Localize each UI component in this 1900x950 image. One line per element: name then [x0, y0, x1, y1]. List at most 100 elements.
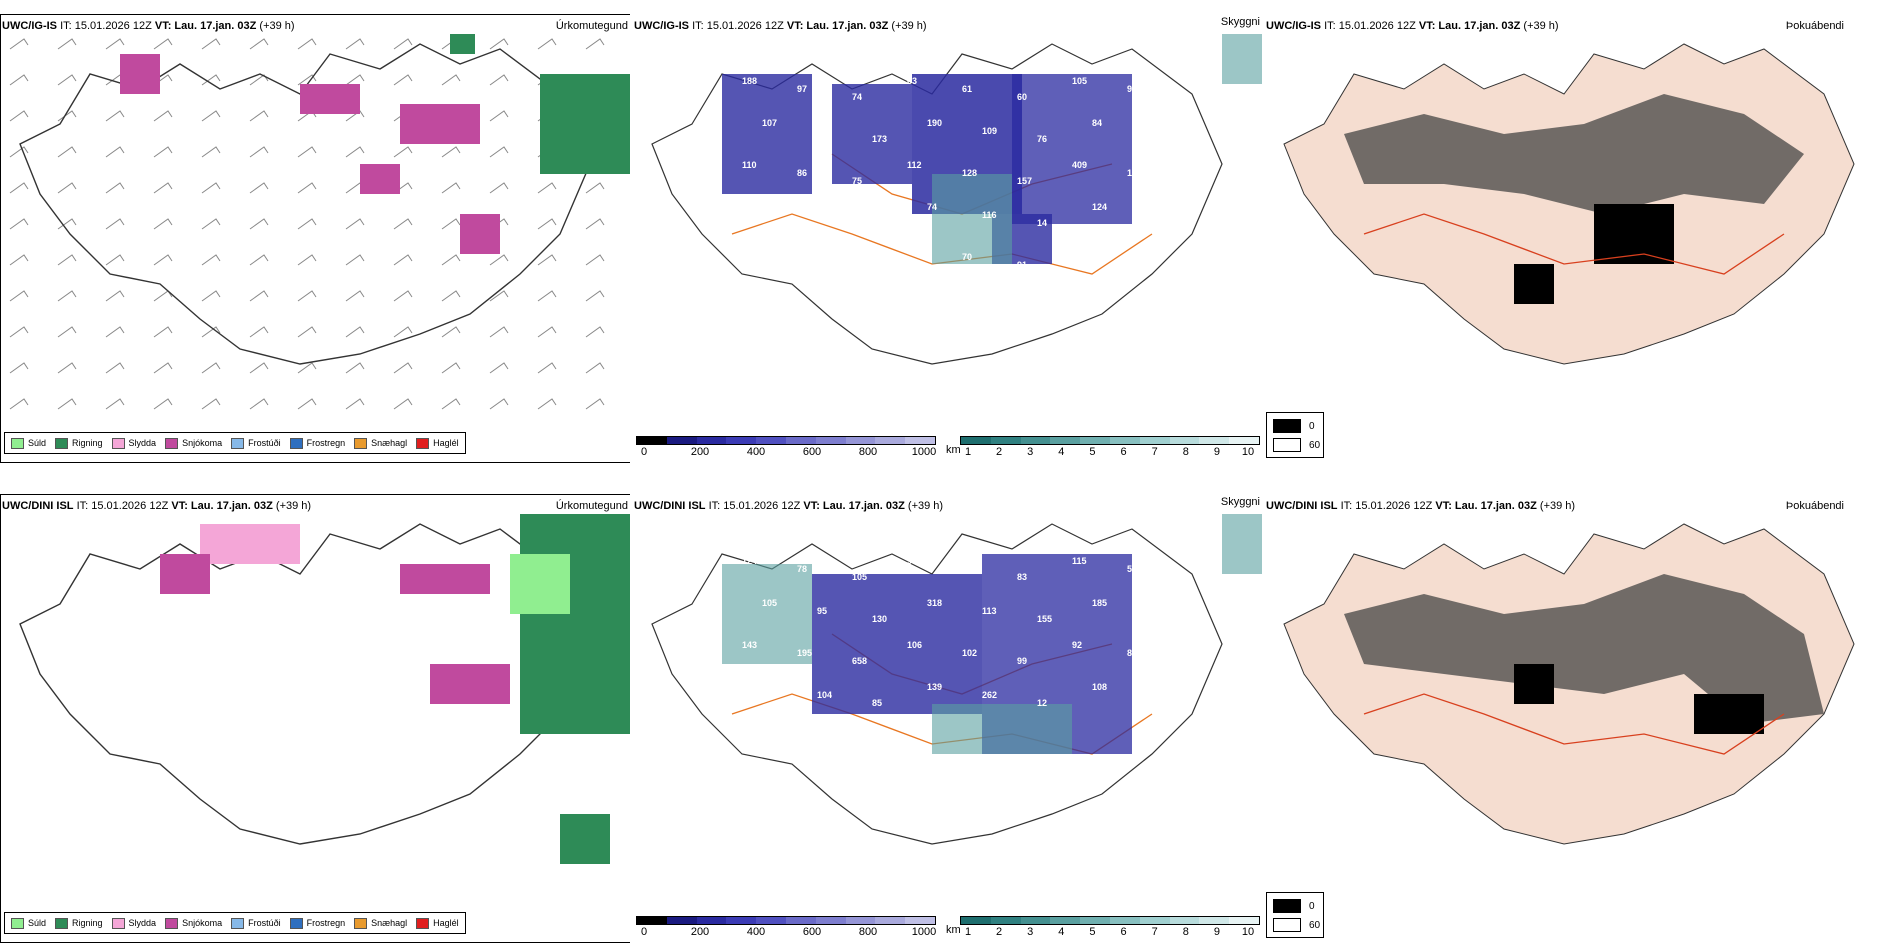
- scale-tick-label: 6: [1120, 446, 1127, 458]
- cloud-areas: [722, 34, 1262, 264]
- precip-legend-item: Haglél: [416, 917, 459, 929]
- scale-color-step: [637, 917, 667, 924]
- panel-title: UWC/DINI ISL IT: 15.01.2026 12Z VT: Lau.…: [2, 500, 312, 512]
- scale-colorbar: [960, 916, 1260, 925]
- precip-legend: Súld Rigning Slydda Snjókoma Frostúði Frostre…: [4, 912, 466, 934]
- precip-legend-item: Snjókoma: [165, 437, 223, 449]
- wind-barb: [489, 362, 509, 374]
- scale-tick-label: 0: [640, 926, 648, 938]
- wind-barb: [345, 38, 365, 50]
- visibility-value-label: 157: [1017, 176, 1032, 186]
- precip-legend-swatch: [165, 437, 179, 449]
- wind-barb: [201, 362, 221, 374]
- scale-color-step: [756, 437, 786, 444]
- cloud-areas: [722, 514, 1262, 754]
- precip-map: [19, 514, 630, 864]
- visibility-value-label: 58: [762, 682, 772, 692]
- visibility-value-labels: 188 97 74 63 61 60 105 91 107 162 173 190 109 76 84 106…: [742, 76, 1162, 270]
- visibility-value-label: 318: [927, 598, 942, 608]
- wind-barb: [105, 146, 125, 158]
- visibility-value-label: 188: [742, 76, 757, 86]
- wind-barb: [489, 290, 509, 302]
- visibility-value-labels: 124 78 105 95 100 83 115 58 105 95 130 318 113 155 185…: [742, 556, 1162, 734]
- precip-legend-label: Frostúði: [248, 918, 281, 928]
- scale-tick-label: 3: [1027, 446, 1034, 458]
- wind-barb: [105, 254, 125, 266]
- visibility-value-label: 107: [762, 118, 777, 128]
- precip-legend-label: Snæhagl: [371, 438, 408, 448]
- precip-legend-label: Frostúði: [248, 438, 281, 448]
- wind-barb: [393, 218, 413, 230]
- visibility-value-label: 124: [1092, 202, 1107, 212]
- scale-tick-label: 4: [1058, 446, 1065, 458]
- fog-legend-swatch: [1273, 899, 1301, 913]
- wind-barb: [441, 74, 461, 86]
- scale-tick-label: 1000: [911, 926, 937, 938]
- precip-legend-label: Súld: [28, 918, 47, 928]
- road-network: [1363, 693, 1785, 755]
- cloud-visibility-map: 188 97 74 63 61 60 105 91 107 162 173 190 109 76 84 106…: [651, 34, 1262, 365]
- wind-barb: [345, 146, 365, 158]
- wind-barb: [585, 182, 605, 194]
- wind-barb: [249, 182, 269, 194]
- scale-color-step: [1229, 917, 1259, 924]
- wind-barb: [57, 254, 77, 266]
- wind-barb: [153, 182, 173, 194]
- precip-legend-label: Snjókoma: [182, 438, 223, 448]
- scale-color-step: [961, 917, 991, 924]
- panel-field-label: Þokuábendi: [1785, 20, 1844, 32]
- panel-title: UWC/IG-IS IT: 15.01.2026 12Z VT: Lau. 17…: [2, 20, 295, 32]
- visibility-value-label: 108: [872, 218, 887, 228]
- wind-barb: [57, 110, 77, 122]
- wind-barb: [57, 218, 77, 230]
- wind-barb: [9, 182, 29, 194]
- scale-color-step: [1080, 437, 1110, 444]
- wind-barb: [489, 326, 509, 338]
- visibility-value-label: 63: [907, 76, 917, 86]
- panel-title: UWC/IG-IS IT: 15.01.2026 12Z VT: Lau. 17…: [1266, 20, 1559, 32]
- wind-barb: [9, 38, 29, 50]
- wind-barb: [585, 362, 605, 374]
- fog-legend-swatch: [1273, 918, 1301, 932]
- scale-color-step: [785, 437, 816, 444]
- panel-field-label: Skyggni: [1220, 496, 1260, 508]
- wind-barb: [297, 290, 317, 302]
- scale-color-step: [961, 437, 991, 444]
- wind-barb: [57, 398, 77, 410]
- wind-barb: [441, 218, 461, 230]
- wind-barb: [345, 74, 365, 86]
- precip-legend-swatch: [289, 917, 303, 929]
- visibility-value-label: 90: [1147, 690, 1157, 700]
- wind-barb: [249, 290, 269, 302]
- scale-color-step: [990, 917, 1021, 924]
- visibility-value-label: 108: [1092, 682, 1107, 692]
- visibility-value-label: 21: [742, 244, 752, 254]
- precip-legend-swatch: [416, 917, 430, 929]
- visibility-value-label: 106: [907, 640, 922, 650]
- fog-legend-row1: 0 60: [1266, 412, 1324, 458]
- fog-legend-label: 0: [1309, 900, 1315, 912]
- panel-field-label: Úrkomutegund: [555, 20, 628, 32]
- precip-legend-swatch: [11, 437, 24, 449]
- visibility-value-label: 84: [1092, 118, 1102, 128]
- wind-barb: [441, 254, 461, 266]
- visibility-value-label: 115: [907, 244, 922, 254]
- scale-color-step: [1080, 917, 1110, 924]
- scale-color-step: [845, 437, 876, 444]
- wind-barb: [201, 182, 221, 194]
- wind-barb: [9, 218, 29, 230]
- precip-frame: [0, 494, 630, 943]
- visibility-value-label: 95: [907, 556, 917, 566]
- scale-tick-label: 7: [1151, 446, 1158, 458]
- precip-legend-item: Frostregn: [289, 437, 345, 449]
- iceland-outline: [19, 43, 591, 365]
- precip-legend: Súld Rigning Slydda Snjókoma Frostúði Frostre…: [4, 432, 466, 454]
- scale-color-step: [1139, 437, 1170, 444]
- scale-color-step: [905, 437, 935, 444]
- visibility-value-label: 262: [982, 690, 997, 700]
- wind-barb: [153, 326, 173, 338]
- precip-legend-label: Haglél: [433, 438, 459, 448]
- wind-barb: [345, 326, 365, 338]
- wind-barb: [57, 362, 77, 374]
- wind-barb: [489, 110, 509, 122]
